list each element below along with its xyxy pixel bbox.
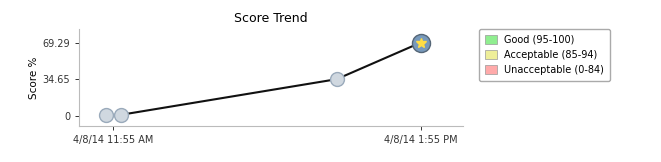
Y-axis label: Score %: Score %	[28, 57, 38, 99]
Title: Score Trend: Score Trend	[234, 12, 308, 25]
Legend: Good (95-100), Acceptable (85-94), Unacceptable (0-84): Good (95-100), Acceptable (85-94), Unacc…	[479, 29, 610, 81]
